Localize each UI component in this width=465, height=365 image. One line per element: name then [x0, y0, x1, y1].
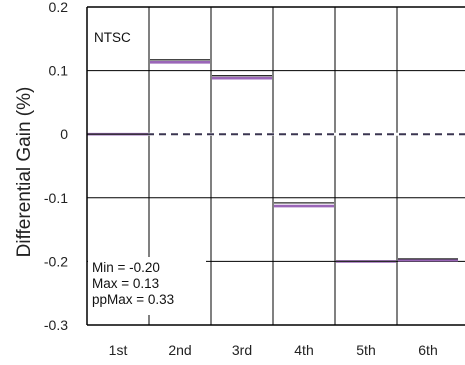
stat-max: Max = 0.13 [92, 276, 159, 291]
plot-frame [86, 6, 465, 326]
x-tick-label-3rd: 3rd [232, 342, 252, 358]
x-tick-label-5th: 5th [356, 342, 375, 358]
x-tick-label-6th: 6th [418, 342, 437, 358]
y-tick-labels: 0.2 0.1 0 -0.1 -0.2 -0.3 [44, 0, 68, 333]
y-axis-label: Differential Gain (%) [14, 87, 35, 258]
stat-min: Min = -0.20 [92, 260, 160, 275]
y-tick-label-5: -0.3 [44, 317, 68, 333]
series-group [88, 59, 458, 263]
standard-label: NTSC [94, 30, 131, 45]
x-tick-labels: 1st 2nd 3rd 4th 5th 6th [109, 342, 438, 358]
y-tick-label-2: 0 [60, 126, 68, 142]
x-tick-label-4th: 4th [294, 342, 313, 358]
x-tick-label-1st: 1st [109, 342, 128, 358]
stat-ppmax: ppMax = 0.33 [92, 292, 174, 307]
y-tick-label-1: 0.1 [49, 63, 69, 79]
y-tick-label-3: -0.1 [44, 190, 68, 206]
standard-label-bg [89, 26, 143, 48]
x-tick-label-2nd: 2nd [168, 342, 191, 358]
y-tick-label-0: 0.2 [49, 0, 69, 15]
y-tick-label-4: -0.2 [44, 253, 68, 269]
stats-box [88, 257, 206, 315]
